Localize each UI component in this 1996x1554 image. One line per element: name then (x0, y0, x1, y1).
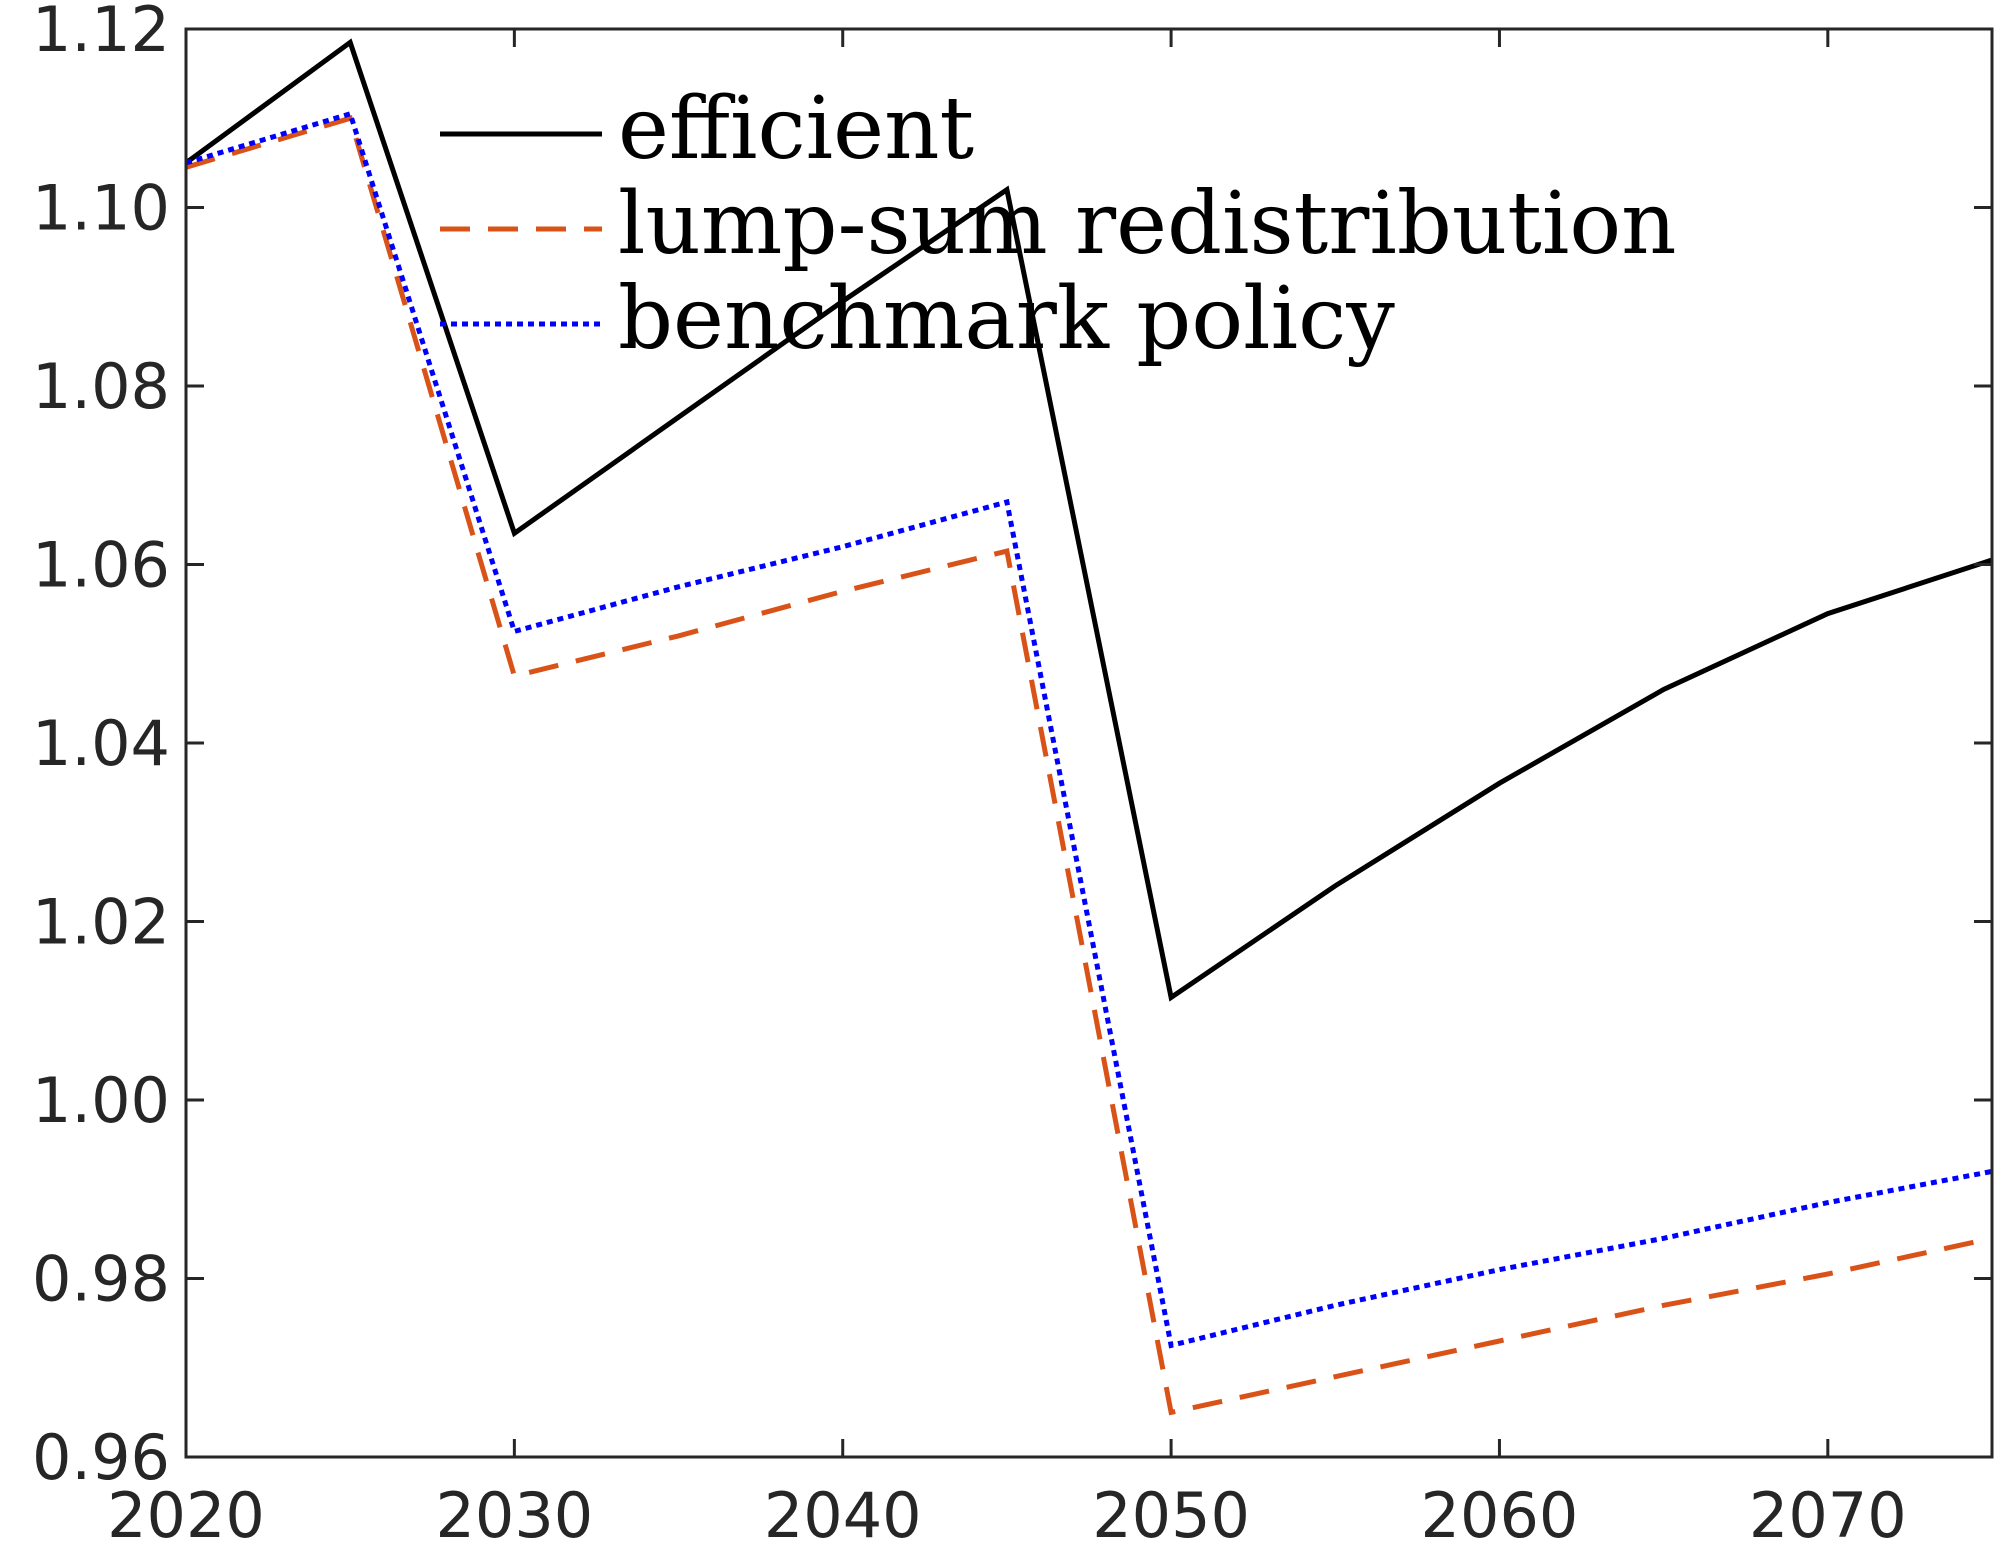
legend-label-2: benchmark policy (618, 269, 1395, 369)
y-tick-label: 1.04 (32, 707, 170, 780)
y-tick-label: 0.98 (32, 1243, 170, 1316)
x-tick-label: 2060 (1421, 1479, 1579, 1552)
series-line-1 (185, 115, 1993, 1416)
x-tick-label: 2070 (1749, 1479, 1907, 1552)
legend-label-1: lump-sum redistribution (618, 174, 1677, 274)
y-tick-label: 1.10 (32, 172, 170, 245)
tick-layer: 2020 2030 2040 2050 2060 2070 0.96 0.98 1.00 1.02… (32, 0, 1992, 1552)
x-tick-label: 2050 (1092, 1479, 1250, 1552)
y-tick-label: 1.12 (32, 0, 170, 66)
y-tick-label: 1.02 (32, 886, 170, 959)
x-tick-label: 2040 (764, 1479, 922, 1552)
series-line-0 (184, 38, 1993, 1002)
series-line-2 (185, 110, 1993, 1349)
legend-label-0: efficient (618, 79, 974, 179)
series-layer (184, 38, 1993, 1416)
y-tick-label: 1.08 (32, 350, 170, 423)
y-tick-label: 1.00 (32, 1064, 170, 1137)
y-tick-label: 0.96 (32, 1421, 170, 1494)
x-tick-label: 2030 (435, 1479, 593, 1552)
y-tick-label: 1.06 (32, 529, 170, 602)
x-tick-label: 2020 (107, 1479, 265, 1552)
